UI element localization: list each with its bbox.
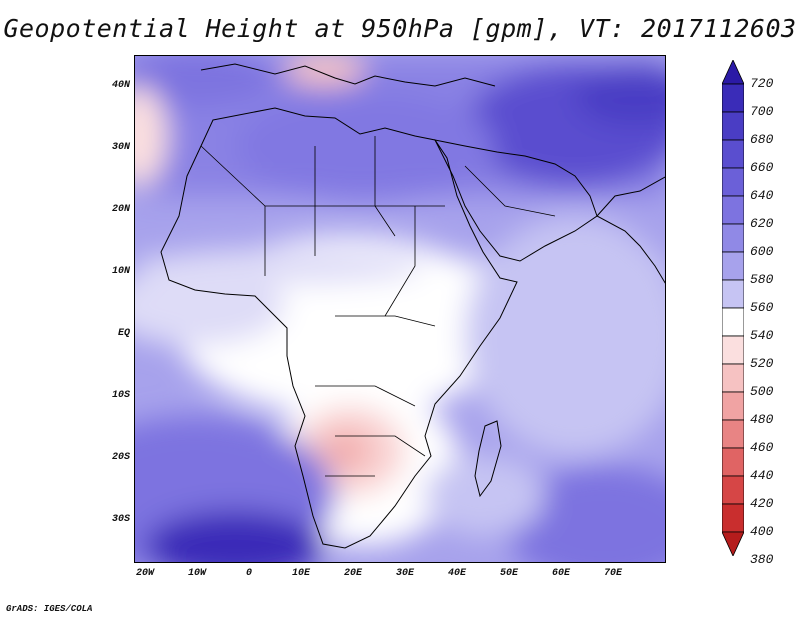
lon-label: 70E — [603, 568, 622, 579]
colorbar-label: 420 — [750, 496, 774, 511]
grads-credit: GrADS: IGES/COLA — [6, 604, 93, 614]
map-panel — [134, 55, 666, 563]
colorbar-label: 380 — [750, 552, 774, 567]
map-canvas — [135, 56, 665, 562]
colorbar-bin — [722, 139, 744, 169]
colorbar-label: 460 — [750, 440, 774, 455]
lat-label: 20N — [111, 204, 130, 215]
africa-coastline — [160, 107, 518, 549]
colorbar-label: 700 — [750, 104, 774, 119]
colorbar-bin — [722, 503, 744, 533]
colorbar-label: 600 — [750, 244, 774, 259]
lat-label: 30N — [111, 142, 130, 153]
colorbar — [722, 60, 744, 556]
colorbar-label: 440 — [750, 468, 774, 483]
europe-coastline — [200, 63, 496, 87]
colorbar-label: 640 — [750, 188, 774, 203]
colorbar-label: 560 — [750, 300, 774, 315]
colorbar-label: 540 — [750, 328, 774, 343]
colorbar-label: 620 — [750, 216, 774, 231]
lat-label: EQ — [117, 328, 130, 339]
colorbar-bin — [722, 83, 744, 113]
colorbar-bin — [722, 223, 744, 253]
height-field — [135, 56, 665, 562]
colorbar-top-arrow — [722, 60, 744, 85]
colorbar-bin — [722, 335, 744, 365]
arabia-coastline — [434, 139, 598, 262]
lon-label: 20E — [343, 568, 362, 579]
colorbar-bin — [722, 419, 744, 449]
lat-label: 40N — [111, 80, 130, 91]
colorbar-bin — [722, 307, 744, 337]
colorbar-bin — [722, 195, 744, 225]
colorbar-label: 680 — [750, 132, 774, 147]
lon-label: 10E — [291, 568, 310, 579]
colorbar-label: 520 — [750, 356, 774, 371]
lon-label: 20W — [135, 568, 154, 579]
country-borders — [200, 136, 556, 477]
lat-label: 30S — [111, 514, 130, 525]
lat-label: 20S — [111, 452, 130, 463]
colorbar-bin — [722, 363, 744, 393]
colorbar-label: 480 — [750, 412, 774, 427]
colorbar-bin — [722, 475, 744, 505]
colorbar-label: 500 — [750, 384, 774, 399]
colorbar-bin — [722, 251, 744, 281]
colorbar-label: 660 — [750, 160, 774, 175]
lon-label: 30E — [395, 568, 414, 579]
map-title: Geopotential Height at 950hPa [gpm], VT:… — [3, 14, 797, 43]
colorbar-label: 580 — [750, 272, 774, 287]
colorbar-bin — [722, 167, 744, 197]
lon-label: 40E — [447, 568, 466, 579]
lon-label: 50E — [499, 568, 518, 579]
colorbar-bin — [722, 391, 744, 421]
colorbar-bin — [722, 279, 744, 309]
lat-label: 10S — [111, 390, 130, 401]
india-coastline — [596, 176, 665, 284]
colorbar-bin — [722, 447, 744, 477]
colorbar-label: 400 — [750, 524, 774, 539]
madagascar-coastline — [474, 420, 502, 498]
lon-label: 60E — [551, 568, 570, 579]
colorbar-bin — [722, 111, 744, 141]
lat-label: 10N — [111, 266, 130, 277]
lon-label: 0 — [245, 568, 252, 579]
colorbar-bottom-arrow — [722, 531, 744, 556]
colorbar-label: 720 — [750, 76, 774, 91]
lon-label: 10W — [187, 568, 206, 579]
